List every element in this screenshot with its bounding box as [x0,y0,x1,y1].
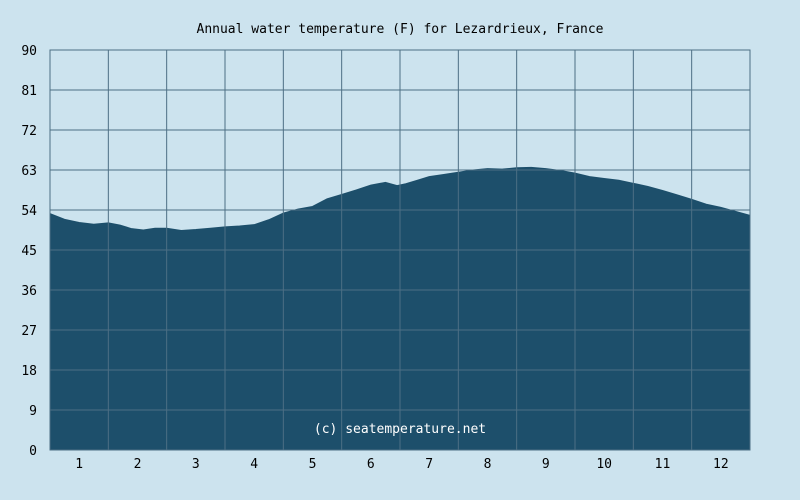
x-tick-label: 4 [250,457,258,472]
y-tick-label: 72 [21,124,37,139]
x-tick-label: 9 [542,457,550,472]
x-tick-label: 8 [484,457,492,472]
x-tick-label: 6 [367,457,375,472]
plot-border [49,49,751,451]
y-tick-label: 45 [21,244,37,259]
y-tick-label: 81 [21,84,37,99]
x-tick-label: 7 [425,457,433,472]
copyright-annotation: (c) seatemperature.net [314,422,486,437]
y-axis-tick-labels: 0 9 18 27 36 45 54 63 72 81 90 [21,44,37,459]
chart-title: Annual water temperature (F) for Lezardr… [197,22,604,37]
y-tick-label: 18 [21,364,37,379]
x-tick-label: 11 [655,457,671,472]
x-tick-label: 12 [713,457,729,472]
y-tick-label: 90 [21,44,37,59]
x-tick-label: 3 [192,457,200,472]
x-tick-label: 2 [134,457,142,472]
y-tick-label: 36 [21,284,37,299]
x-tick-label: 1 [75,457,83,472]
y-tick-label: 0 [29,444,37,459]
y-tick-label: 63 [21,164,37,179]
x-axis-tick-labels: 1 2 3 4 5 6 7 8 9 10 11 12 [75,457,728,472]
x-tick-label: 10 [596,457,612,472]
y-tick-label: 9 [29,404,37,419]
y-tick-label: 54 [21,204,37,219]
x-tick-label: 5 [309,457,317,472]
y-tick-label: 27 [21,324,37,339]
grid-lines [49,49,751,451]
